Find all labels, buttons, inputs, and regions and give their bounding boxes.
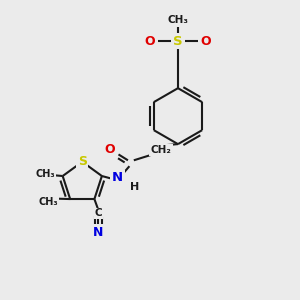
Text: O: O [201,34,211,48]
Text: CH₃: CH₃ [36,169,55,178]
Text: CH₃: CH₃ [167,15,188,26]
Text: N: N [93,226,104,239]
Text: C: C [95,208,102,218]
Text: N: N [112,172,123,184]
Text: O: O [104,143,115,157]
Text: H: H [130,182,139,192]
Text: S: S [78,155,87,168]
Text: CH₂: CH₂ [151,145,172,155]
Text: O: O [145,34,155,48]
Text: CH₃: CH₃ [39,196,58,206]
Text: S: S [173,34,183,48]
